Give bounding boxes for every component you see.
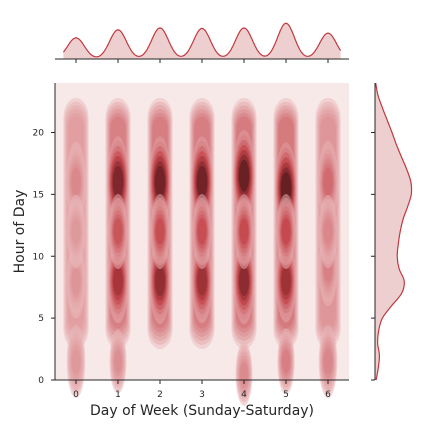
y-tick-label: 20: [33, 129, 45, 139]
kde-column-day-1: [105, 97, 131, 394]
right-marginal-ticks: [371, 132, 375, 381]
kde-columns: [63, 97, 341, 406]
kde-mode-contour: [281, 349, 291, 374]
right-marginal-fill: [375, 83, 412, 380]
kde-column-day-0: [63, 97, 89, 399]
kde-mode-contour: [238, 159, 250, 192]
kde-mode-contour: [281, 266, 291, 296]
kde-mode-contour: [155, 218, 165, 245]
kde-mode-contour: [323, 348, 333, 375]
x-axis-ticks: 0 1 2 3 4 5 6: [73, 380, 331, 400]
top-marginal-fill: [63, 23, 341, 59]
x-tick-label: 5: [283, 390, 289, 400]
top-marginal-curve: [62, 22, 342, 58]
kde-mode-contour: [155, 265, 165, 297]
kde-mode-contour: [197, 218, 207, 245]
kde-column-day-5: [273, 97, 299, 395]
y-tick-label: 15: [33, 190, 44, 200]
kde-mode-contour: [154, 165, 166, 199]
kde-mode-contour: [71, 167, 81, 197]
x-tick-label: 1: [115, 390, 121, 400]
kde-mode-contour: [239, 218, 249, 245]
x-tick-label: 2: [157, 390, 163, 400]
kde-mode-contour: [196, 165, 208, 199]
y-tick-label: 0: [38, 376, 44, 386]
main-kde-panel: 0 1 2 3 4 5 6 0 5 10 15 20 Day of Week (Sunday-Sat…: [12, 83, 349, 419]
y-axis-title: Hour of Day: [12, 190, 28, 274]
kde-mode-contour: [113, 266, 123, 296]
y-tick-label: 5: [38, 314, 44, 324]
kde-mode-contour: [323, 167, 333, 197]
kde-mode-contour: [71, 348, 81, 375]
kde-mode-contour: [114, 350, 122, 373]
kde-mode-contour: [240, 362, 248, 386]
kde-mode-contour: [197, 266, 207, 296]
kde-mode-contour: [281, 218, 291, 245]
kde-mode-contour: [239, 265, 249, 297]
y-tick-label: 10: [33, 252, 45, 262]
kde-mode-contour: [113, 218, 123, 245]
x-tick-label: 4: [241, 390, 247, 400]
kde-mode-contour: [323, 218, 333, 245]
kde-column-day-6: [315, 97, 341, 399]
x-tick-label: 3: [199, 390, 205, 400]
x-tick-label: 6: [325, 390, 331, 400]
right-marginal-curve: [375, 82, 413, 381]
top-marginal-panel: [55, 22, 349, 63]
x-axis-title: Day of Week (Sunday-Saturday): [90, 403, 314, 419]
kde-mode-contour: [112, 165, 124, 199]
top-marginal-ticks: [75, 59, 329, 63]
kde-column-day-3: [189, 97, 215, 350]
right-marginal-panel: [371, 82, 413, 381]
kde-column-day-2: [147, 97, 173, 350]
kde-mode-contour: [71, 218, 81, 245]
y-axis-ticks: 0 5 10 15 20: [33, 129, 55, 386]
kde-mode-contour: [71, 267, 81, 295]
x-tick-label: 0: [73, 390, 79, 400]
kde-column-day-4: [231, 97, 257, 406]
